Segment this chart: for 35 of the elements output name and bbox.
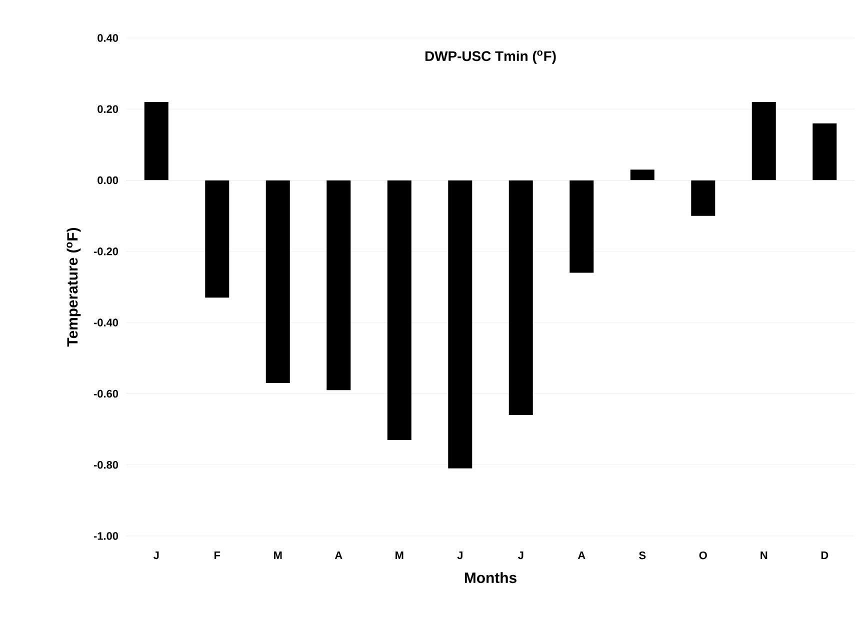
- y-tick-label: -0.60: [94, 390, 118, 398]
- x-tick-label: S: [639, 552, 646, 560]
- x-axis-title: Months: [464, 572, 516, 584]
- bar: [752, 102, 776, 180]
- y-tick-label: 0.40: [98, 34, 118, 42]
- bar: [448, 180, 472, 468]
- bar: [812, 123, 837, 180]
- bar: [508, 180, 533, 416]
- y-tick-label: 0.00: [98, 176, 118, 184]
- x-tick-label: M: [396, 552, 404, 560]
- bar: [326, 180, 351, 390]
- bar: [691, 180, 716, 216]
- x-tick-label: J: [457, 552, 462, 560]
- bar: [630, 170, 654, 180]
- x-tick-label: A: [578, 552, 586, 560]
- x-tick-label: N: [760, 552, 768, 560]
- bar: [570, 180, 594, 273]
- y-axis-title: Temperature ($^{o}$F): [66, 228, 81, 347]
- y-tick-label: -0.40: [94, 318, 118, 326]
- bar: [144, 102, 168, 180]
- x-tick-label: J: [518, 552, 524, 560]
- x-tick-label: F: [214, 552, 220, 560]
- x-tick-label: M: [274, 552, 282, 560]
- y-tick-label: -0.80: [94, 460, 118, 469]
- x-tick-label: O: [699, 552, 707, 560]
- bar: [205, 180, 230, 298]
- text: DWP-USC Tmin ($^{o}$F): [425, 50, 556, 64]
- y-tick-label: -0.20: [94, 248, 118, 256]
- y-tick-label: 0.20: [98, 105, 118, 114]
- x-tick-label: A: [334, 552, 342, 560]
- bar: [266, 180, 290, 384]
- x-tick-label: D: [821, 552, 828, 560]
- bar: [387, 180, 412, 440]
- x-tick-label: J: [154, 552, 159, 560]
- y-tick-label: -1.00: [94, 532, 118, 540]
